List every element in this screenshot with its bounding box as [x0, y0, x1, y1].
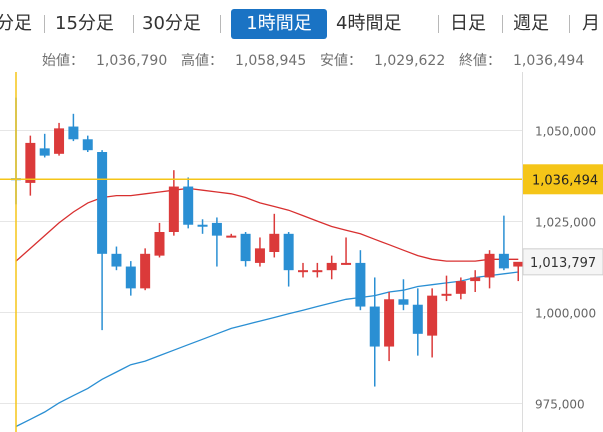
candle-body [484, 253, 495, 278]
candle-body [427, 295, 438, 336]
candle-body [54, 128, 65, 154]
last-price-box [522, 248, 603, 276]
tab-separator [438, 15, 439, 33]
candle-body [25, 142, 36, 183]
candle-body [183, 186, 194, 225]
candle-body [168, 186, 179, 232]
y-tick-label: 1,000,000 [535, 307, 596, 321]
crosshair-price-box [523, 164, 603, 195]
candle-body [326, 262, 337, 271]
candle-body [283, 233, 294, 271]
last-price-label: 1,013,797 [530, 256, 596, 271]
tab-separator [44, 15, 45, 33]
tab-4hour[interactable]: 4時間足 [336, 13, 402, 34]
ma-short-line [15, 187, 519, 262]
tab-1hour[interactable]: 1時間足 [231, 9, 327, 39]
tab-daily[interactable]: 日足 [450, 13, 486, 34]
candle-body [269, 233, 280, 252]
open-label: 始値： [42, 53, 84, 69]
tab-separator [220, 15, 221, 33]
tab-separator [569, 15, 570, 33]
ma-long-line [15, 271, 519, 428]
y-tick-label: 975,000 [535, 398, 585, 412]
tab-minute[interactable]: 分足 [0, 13, 32, 34]
timeframe-tabs: 分足 15分足 30分足 1時間足 4時間足 日足 週足 月 [0, 6, 603, 42]
candle-body [197, 224, 208, 227]
ohlc-summary: 始値： 1,036,790 高値： 1,058,945 安値： 1,029,62… [0, 50, 597, 72]
candle-body [513, 261, 524, 267]
candle-body [211, 222, 222, 236]
tab-separator [502, 15, 503, 33]
candle-body [298, 270, 308, 273]
high-value: 1,058,945 [235, 53, 307, 69]
candle-body [68, 126, 79, 140]
candle-body [154, 232, 165, 256]
candle-body [498, 253, 509, 269]
candle-body [441, 293, 452, 296]
y-tick-label: 1,025,000 [535, 216, 596, 230]
high-label: 高値： [181, 53, 223, 69]
low-value: 1,029,622 [374, 53, 446, 69]
candle-body [125, 266, 136, 289]
crosshair-price-label: 1,036,494 [532, 173, 598, 188]
tab-30min[interactable]: 30分足 [142, 13, 201, 34]
y-tick-label: 1,050,000 [535, 125, 596, 139]
tab-monthly[interactable]: 月 [582, 13, 600, 34]
candle-body [470, 277, 481, 282]
candle-body [312, 270, 323, 273]
open-value: 1,036,790 [96, 53, 168, 69]
tab-separator [133, 15, 134, 33]
candle-body [341, 262, 352, 265]
candle-body [39, 148, 50, 156]
tab-weekly[interactable]: 週足 [513, 13, 549, 34]
candle-body [82, 139, 93, 151]
low-label: 安値： [320, 53, 362, 69]
candle-body [226, 235, 237, 238]
close-value: 1,036,494 [513, 53, 585, 69]
candle-body [398, 299, 409, 305]
candle-body [455, 281, 466, 294]
candle-body [355, 262, 366, 307]
candle-body [240, 233, 251, 262]
candle-body [111, 253, 122, 267]
candle-body [369, 306, 380, 347]
candle-body [140, 253, 151, 289]
candle-body [412, 304, 423, 334]
candle-body [97, 152, 108, 254]
candle-body [384, 299, 395, 347]
tab-15min[interactable]: 15分足 [55, 13, 114, 34]
close-label: 終値： [459, 53, 501, 69]
candle-body [254, 248, 265, 263]
candlestick-chart[interactable]: 1,036,494 1,013,797 975,000 1,000,000 1,025… [0, 72, 603, 432]
